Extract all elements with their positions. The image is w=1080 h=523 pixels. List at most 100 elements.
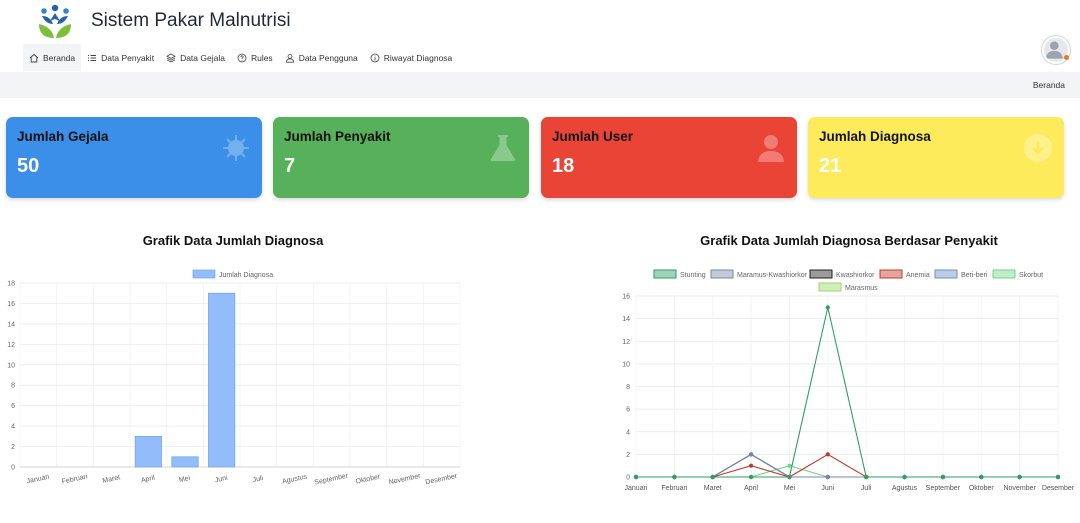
line-chart-title: Grafik Data Jumlah Diagnosa Berdasar Pen…: [700, 233, 998, 248]
bar: [134, 435, 162, 468]
x-tick-label: September: [314, 472, 350, 486]
y-tick-label: 16: [7, 301, 15, 308]
legend-swatch: [653, 269, 677, 279]
data-point: [1017, 474, 1022, 480]
data-point: [787, 474, 792, 480]
card-value: 50: [17, 155, 40, 177]
data-point: [672, 474, 677, 480]
x-tick-label: September: [926, 485, 961, 492]
legend-label: Beri-beri: [961, 272, 988, 279]
x-tick-label: Juni: [214, 475, 228, 485]
app-title: Sistem Pakar Malnutrisi: [91, 10, 291, 31]
x-tick-label: Maret: [704, 485, 722, 492]
flask-icon: [490, 135, 516, 161]
x-tick-label: Juli: [252, 475, 264, 484]
line-chart: Stunting Maramus-Kwashiorkor Kwashiorkor An…: [622, 269, 1075, 492]
y-tick-label: 4: [11, 424, 15, 431]
data-point: [825, 452, 830, 457]
bar-chart: Jumlah Diagnosa 0 2 4 6 8 10 12 14 16 18 Januari Feb…: [7, 269, 461, 487]
nav-beranda[interactable]: Beranda: [23, 44, 82, 71]
list-icon: [88, 54, 97, 61]
legend-swatch: [818, 282, 842, 292]
y-tick-label: 6: [626, 407, 630, 414]
question-icon: [237, 53, 247, 62]
card-jumlah-penyakit: Jumlah Penyakit 7: [273, 117, 529, 198]
bar: [208, 292, 236, 468]
card-title: Jumlah Diagnosa: [819, 129, 931, 144]
y-tick-label: 4: [626, 429, 630, 436]
x-tick-label: Februari: [661, 485, 688, 492]
nav-data-pengguna[interactable]: Data Pengguna: [279, 44, 364, 71]
main-nav: Beranda Data Penyakit Data Gejala Rules …: [23, 44, 458, 71]
virus-icon: [223, 135, 249, 161]
card-title: Jumlah User: [552, 129, 634, 144]
legend-swatch: [809, 269, 833, 279]
layers-icon: [166, 53, 176, 62]
x-tick-label: Agustus: [282, 473, 309, 485]
data-point: [748, 463, 754, 468]
data-point: [940, 474, 946, 480]
y-tick-label: 0: [626, 475, 630, 482]
data-point: [633, 474, 639, 480]
y-tick-label: 2: [11, 444, 15, 451]
legend-swatch: [934, 269, 958, 279]
breadcrumb-bar: Beranda: [0, 72, 1080, 98]
series-line: [636, 453, 1058, 478]
x-tick-label: Februari: [61, 473, 88, 485]
card-value: 18: [552, 155, 575, 177]
x-tick-label: November: [388, 473, 422, 487]
nav-label: Riwayat Diagnosa: [383, 52, 453, 63]
data-point: [979, 474, 984, 480]
x-tick-label: Desember: [425, 473, 459, 487]
card-value: 7: [284, 155, 296, 177]
y-tick-label: 0: [11, 465, 15, 472]
y-tick-label: 8: [11, 383, 15, 390]
x-tick-label: April: [744, 485, 758, 492]
y-tick-label: 2: [626, 452, 630, 459]
card-jumlah-user: Jumlah User 18: [541, 117, 797, 198]
x-tick-label: Maret: [102, 474, 121, 485]
y-tick-label: 6: [11, 403, 15, 410]
home-icon: [29, 53, 39, 62]
y-tick-label: 12: [7, 342, 15, 349]
series-line: [636, 465, 1058, 478]
legend-swatch: [192, 269, 216, 279]
legend-swatch: [879, 269, 903, 279]
x-tick-label: Mei: [178, 475, 191, 484]
x-tick-label: Mei: [784, 485, 796, 492]
legend-label: Marasmus: [845, 285, 878, 292]
user-icon: [758, 135, 784, 162]
legend-label: Anemia: [906, 272, 930, 279]
data-point: [902, 474, 907, 480]
y-tick-label: 14: [7, 321, 15, 328]
logo-icon: [39, 4, 71, 38]
x-tick-label: Januari: [26, 474, 50, 486]
bar: [171, 456, 199, 468]
y-tick-label: 16: [622, 294, 630, 301]
avatar-user-icon: [1045, 41, 1063, 59]
legend-swatch: [710, 269, 734, 279]
legend-label: Jumlah Diagnosa: [219, 272, 273, 279]
breadcrumb: Beranda: [1032, 80, 1065, 90]
bar-chart-title: Grafik Data Jumlah Diagnosa: [142, 233, 324, 248]
circle-arrow-icon: [1024, 134, 1052, 162]
legend-swatch: [992, 269, 1016, 279]
data-point: [748, 452, 754, 457]
nav-label: Data Pengguna: [298, 52, 358, 63]
user-icon: [285, 53, 294, 63]
legend-label: Kwashiorkor: [836, 272, 875, 279]
data-point: [1055, 474, 1061, 480]
y-tick-label: 8: [626, 384, 630, 391]
nav-label: Rules: [250, 52, 273, 63]
nav-rules[interactable]: Rules: [231, 44, 279, 71]
nav-data-gejala[interactable]: Data Gejala: [160, 44, 231, 71]
nav-riwayat-diagnosa[interactable]: Riwayat Diagnosa: [364, 44, 459, 71]
x-tick-label: Oktober: [969, 485, 995, 492]
x-tick-label: Oktober: [355, 473, 381, 485]
legend-label: Stunting: [680, 272, 706, 279]
card-title: Jumlah Gejala: [17, 129, 109, 144]
x-tick-label: April: [140, 475, 156, 485]
data-point: [748, 474, 754, 480]
card-jumlah-gejala: Jumlah Gejala 50: [6, 117, 262, 198]
nav-data-penyakit[interactable]: Data Penyakit: [81, 44, 160, 71]
